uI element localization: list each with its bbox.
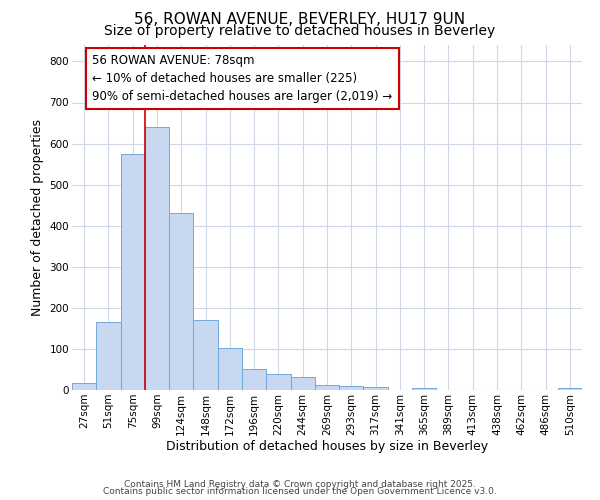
X-axis label: Distribution of detached houses by size in Beverley: Distribution of detached houses by size … <box>166 440 488 454</box>
Bar <box>193 320 218 390</box>
Text: Contains public sector information licensed under the Open Government Licence v3: Contains public sector information licen… <box>103 488 497 496</box>
Bar <box>72 382 96 390</box>
Bar <box>121 154 145 390</box>
Text: 56, ROWAN AVENUE, BEVERLEY, HU17 9UN: 56, ROWAN AVENUE, BEVERLEY, HU17 9UN <box>134 12 466 28</box>
Bar <box>266 374 290 390</box>
Bar <box>169 214 193 390</box>
Bar <box>558 388 582 390</box>
Text: Contains HM Land Registry data © Crown copyright and database right 2025.: Contains HM Land Registry data © Crown c… <box>124 480 476 489</box>
Bar <box>339 386 364 390</box>
Bar <box>242 368 266 390</box>
Text: Size of property relative to detached houses in Beverley: Size of property relative to detached ho… <box>104 24 496 38</box>
Y-axis label: Number of detached properties: Number of detached properties <box>31 119 44 316</box>
Bar <box>145 127 169 390</box>
Bar <box>218 348 242 390</box>
Bar <box>412 388 436 390</box>
Bar <box>96 322 121 390</box>
Bar <box>315 385 339 390</box>
Bar <box>364 386 388 390</box>
Bar <box>290 377 315 390</box>
Text: 56 ROWAN AVENUE: 78sqm
← 10% of detached houses are smaller (225)
90% of semi-de: 56 ROWAN AVENUE: 78sqm ← 10% of detached… <box>92 54 392 102</box>
